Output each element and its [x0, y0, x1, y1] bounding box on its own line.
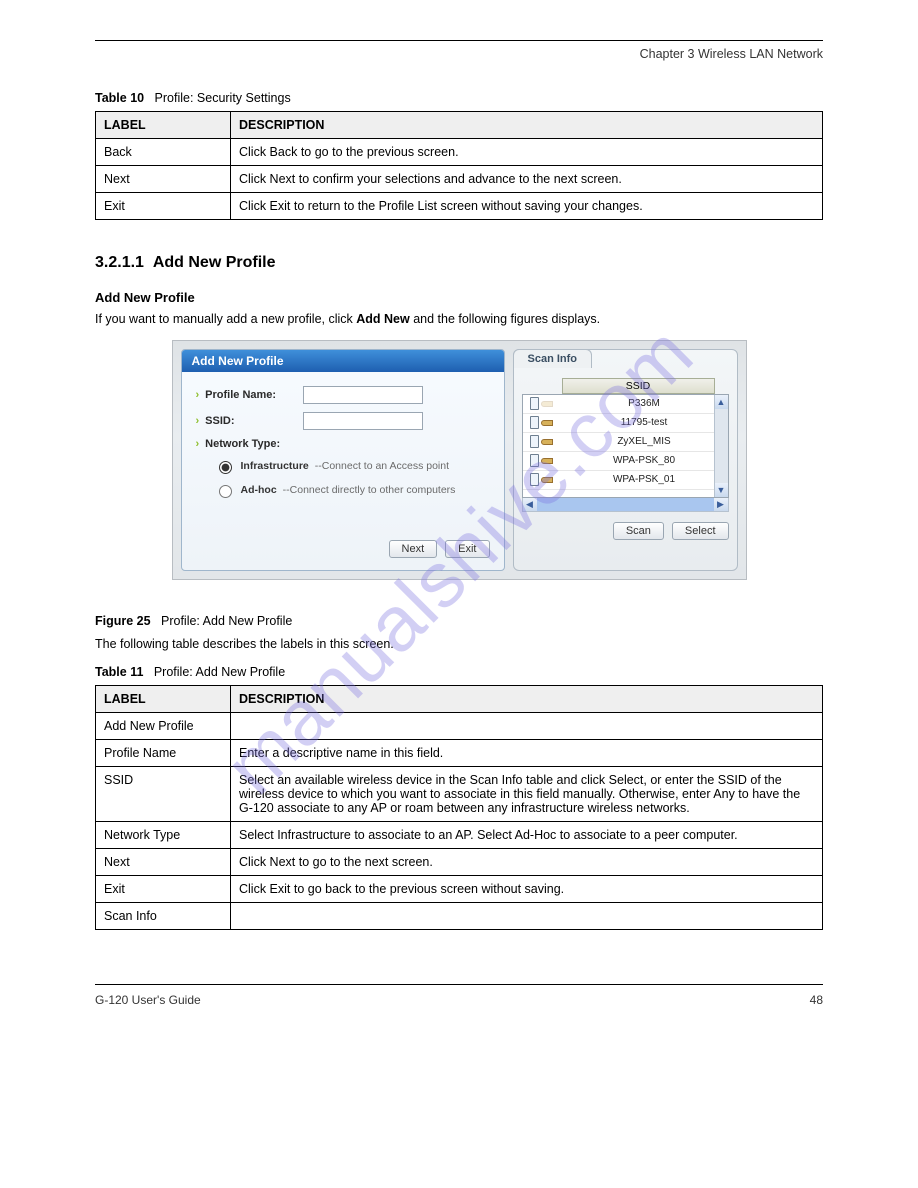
infrastructure-radio-row[interactable]: Infrastructure --Connect to an Access po…	[214, 458, 490, 474]
table-row: NextClick Next to go to the next screen.	[96, 848, 823, 875]
table-row: Scan Info	[96, 902, 823, 929]
table-row: Next Click Next to confirm your selectio…	[96, 166, 823, 193]
exit-button[interactable]: Exit	[445, 540, 489, 558]
scroll-left-icon[interactable]: ◀	[523, 498, 537, 511]
adhoc-radio[interactable]	[219, 485, 232, 498]
list-item[interactable]: ZyXEL_MIS	[523, 433, 728, 452]
ssid-column-header: SSID	[562, 378, 715, 394]
key-icon	[541, 458, 553, 464]
scroll-right-icon[interactable]: ▶	[714, 498, 728, 511]
key-icon	[541, 439, 553, 445]
page-footer: G-120 User's Guide 48	[95, 984, 823, 1007]
footer-left: G-120 User's Guide	[95, 993, 201, 1007]
table10-caption: Table 10 Profile: Security Settings	[95, 91, 823, 105]
table11: LABEL DESCRIPTION Add New Profile Profil…	[95, 685, 823, 930]
key-icon	[541, 477, 553, 483]
table-row: SSIDSelect an available wireless device …	[96, 766, 823, 821]
figure-caption: Figure 25 Profile: Add New Profile	[95, 614, 823, 628]
table-row: Add New Profile	[96, 712, 823, 739]
horizontal-scrollbar[interactable]: ◀ ▶	[522, 498, 729, 512]
ap-icon	[530, 454, 539, 467]
select-button[interactable]: Select	[672, 522, 729, 540]
table10-head-desc: DESCRIPTION	[231, 112, 823, 139]
ssid-label: SSID:	[205, 415, 297, 427]
subheading: Add New Profile	[95, 290, 823, 305]
table-row: Exit Click Exit to return to the Profile…	[96, 193, 823, 220]
ap-icon	[530, 435, 539, 448]
key-icon	[541, 420, 553, 426]
scan-panel: Scan Info SSID ▲ ▼ P336M	[513, 349, 738, 571]
bullet-icon: ›	[196, 438, 200, 450]
ap-icon	[530, 416, 539, 429]
scan-button[interactable]: Scan	[613, 522, 664, 540]
scroll-down-icon[interactable]: ▼	[715, 483, 728, 497]
bullet-icon: ›	[196, 389, 200, 401]
section-heading: 3.2.1.1 Add New Profile	[95, 254, 823, 272]
network-type-label: Network Type:	[205, 438, 297, 450]
ssid-input[interactable]	[303, 412, 423, 430]
header-rule	[95, 40, 823, 41]
intro-paragraph: If you want to manually add a new profil…	[95, 311, 823, 328]
next-button[interactable]: Next	[389, 540, 438, 558]
profile-name-input[interactable]	[303, 386, 423, 404]
infrastructure-radio[interactable]	[219, 461, 232, 474]
vertical-scrollbar[interactable]: ▲ ▼	[714, 395, 728, 497]
ssid-list[interactable]: ▲ ▼ P336M 11795-test ZyXEL_MIS	[522, 394, 729, 498]
profile-name-label: Profile Name:	[205, 389, 297, 401]
list-item[interactable]: WPA-PSK_01	[523, 471, 728, 490]
table-row: Back Click Back to go to the previous sc…	[96, 139, 823, 166]
table10: LABEL DESCRIPTION Back Click Back to go …	[95, 111, 823, 220]
table-row: Network TypeSelect Infrastructure to ass…	[96, 821, 823, 848]
table-row: Profile NameEnter a descriptive name in …	[96, 739, 823, 766]
table11-intro: The following table describes the labels…	[95, 636, 823, 653]
table11-caption: Table 11 Profile: Add New Profile	[95, 665, 823, 679]
ap-icon	[530, 397, 539, 410]
chapter-header: Chapter 3 Wireless LAN Network	[95, 47, 823, 61]
key-icon	[541, 401, 553, 407]
list-item[interactable]: WPA-PSK_80	[523, 452, 728, 471]
scroll-up-icon[interactable]: ▲	[715, 395, 728, 409]
dialog-title: Add New Profile	[182, 350, 504, 372]
table-row: ExitClick Exit to go back to the previou…	[96, 875, 823, 902]
bullet-icon: ›	[196, 415, 200, 427]
scan-tab: Scan Info	[513, 349, 593, 368]
adhoc-radio-row[interactable]: Ad-hoc --Connect directly to other compu…	[214, 482, 490, 498]
list-item[interactable]: P336M	[523, 395, 728, 414]
table10-head-label: LABEL	[96, 112, 231, 139]
ap-icon	[530, 473, 539, 486]
table11-head-label: LABEL	[96, 685, 231, 712]
footer-right: 48	[810, 993, 823, 1007]
figure-panel: Add New Profile › Profile Name: › SSID: …	[172, 340, 747, 580]
list-item[interactable]: 11795-test	[523, 414, 728, 433]
table11-head-desc: DESCRIPTION	[231, 685, 823, 712]
add-profile-dialog: Add New Profile › Profile Name: › SSID: …	[181, 349, 505, 571]
